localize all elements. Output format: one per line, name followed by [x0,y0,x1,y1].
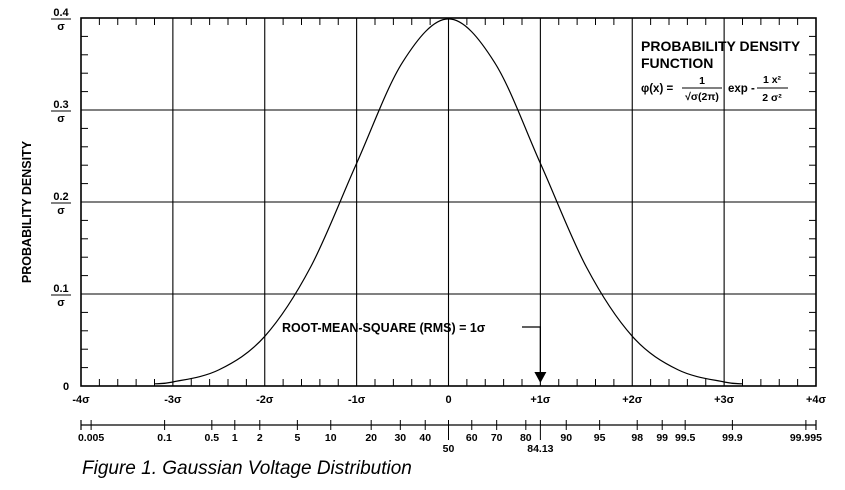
grid-lines [81,18,816,386]
x-tick-labels: -4σ -3σ -2σ -1σ 0 +1σ +2σ +3σ +4σ [72,394,826,406]
y-tick-label: 0.3 [53,99,68,111]
figure-caption: Figure 1. Gaussian Voltage Distribution [82,458,412,479]
formula-denominator-1: √σ(2π) [685,91,719,103]
percentile-tick-label: 84.13 [527,443,553,455]
percentile-tick-label: 10 [325,432,337,444]
y-tick-denominator: σ [57,297,65,309]
percentile-tick-label: 0.005 [78,432,104,444]
percentile-tick-label: 99.995 [790,432,822,444]
y-axis-label: PROBABILITY DENSITY [20,140,34,283]
y-tick-label: 0 [63,381,69,393]
percentile-tick-label: 99 [656,432,668,444]
x-tick-label: +3σ [714,394,735,406]
percentile-tick-label: 60 [466,432,478,444]
x-tick-label: -2σ [256,394,274,406]
x-tick-label: +4σ [806,394,827,406]
percentile-tick-label: 99.9 [722,432,743,444]
y-tick-labels: 0 0.1 σ 0.2 σ 0.3 σ 0.4 σ [51,7,71,393]
y-tick-denominator: σ [57,205,65,217]
formula-lhs: φ(x) = [641,83,673,95]
percentile-tick-label: 70 [491,432,503,444]
minor-tick-marks [81,18,816,386]
rms-annotation: ROOT-MEAN-SQUARE (RMS) = 1σ [282,321,547,383]
percentile-tick-label: 80 [520,432,532,444]
percentile-tick-label: 50 [443,443,455,455]
formula-exp: exp - [728,83,755,95]
x-tick-label: -1σ [348,394,366,406]
percentile-tick-label: 90 [560,432,572,444]
percentile-tick-label: 30 [394,432,406,444]
formula-numerator-1: 1 [699,75,705,87]
series-line [154,18,743,385]
x-tick-label: -4σ [72,394,90,406]
pdf-title-line2: FUNCTION [641,55,713,71]
percentile-tick-label: 1 [232,432,238,444]
y-tick-denominator: σ [57,21,65,33]
rms-label: ROOT-MEAN-SQUARE (RMS) = 1σ [282,321,486,335]
pdf-annotation: PROBABILITY DENSITY FUNCTION φ(x) = 1 √σ… [641,38,801,104]
percentile-tick-label: 99.5 [675,432,696,444]
x-tick-label: -3σ [164,394,182,406]
percentile-tick-label: 2 [257,432,263,444]
formula-denominator-2: 2 σ² [762,92,782,104]
x-tick-label: +2σ [622,394,643,406]
x-tick-label: 0 [445,394,451,406]
formula-numerator-2: 1 x² [763,74,782,86]
plot-frame [80,17,817,387]
y-tick-label: 0.2 [53,191,68,203]
y-tick-label: 0.4 [53,7,69,19]
percentile-tick-label: 0.5 [205,432,220,444]
percentile-tick-label: 95 [594,432,606,444]
pdf-title-line1: PROBABILITY DENSITY [641,38,801,54]
percentile-tick-label: 5 [294,432,300,444]
rms-arrowhead [534,372,547,383]
y-tick-label: 0.1 [53,283,68,295]
y-tick-denominator: σ [57,113,65,125]
x-tick-label: +1σ [530,394,551,406]
percentile-tick-label: 98 [631,432,643,444]
rms-leader-line [522,326,541,373]
percentile-tick-label: 20 [365,432,377,444]
percentile-tick-label: 40 [419,432,431,444]
percentile-tick-label: 0.1 [157,432,172,444]
